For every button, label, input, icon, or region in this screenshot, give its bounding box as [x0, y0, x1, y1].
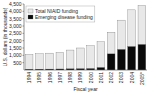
legend-frame [26, 6, 95, 22]
y-tick-label: 2,500 [9, 30, 22, 36]
legend: Total NIAID fundingEmerging disease fund… [26, 6, 95, 22]
y-tick-label: 3,500 [9, 16, 22, 22]
y-tick-label: 3,000 [9, 23, 22, 29]
bar [138, 5, 146, 70]
bar [128, 47, 136, 70]
y-tick [23, 26, 25, 27]
x-tick-label: 2001 [98, 72, 104, 83]
bar [25, 54, 33, 70]
bar [97, 68, 105, 70]
y-tick [23, 4, 25, 5]
y-tick [23, 18, 25, 19]
legend-swatch [28, 15, 33, 19]
x-axis [24, 70, 147, 71]
bar [87, 46, 95, 70]
bar [118, 20, 126, 70]
bar [46, 53, 54, 70]
y-tick [23, 48, 25, 49]
y-tick-label: 4,500 [9, 1, 22, 7]
legend-label: Emerging disease funding [35, 14, 93, 20]
y-tick-label: 1,000 [9, 52, 22, 58]
x-tick-label: 1996 [47, 72, 53, 83]
chart: 500 1,0001,5002,000 2,5003,0003,500 4,0004,… [0, 0, 150, 92]
x-tick-label: 2003 [118, 72, 124, 83]
x-tick-label: 1995 [36, 72, 42, 83]
y-axis-label: U.S. dollars (in thousands) [2, 7, 8, 66]
bar [107, 54, 115, 70]
y-tick [23, 11, 25, 12]
x-tick-label: 1998 [67, 72, 73, 83]
x-tick-label: 2000 [88, 72, 94, 83]
y-tick-label: 500 [13, 60, 22, 66]
y-tick [23, 40, 25, 41]
x-tick-label: 1994 [26, 72, 32, 83]
y-tick [23, 55, 25, 56]
y-tick-label: 4,000 [9, 8, 22, 14]
bar [66, 50, 74, 70]
bar [97, 42, 105, 70]
bar [138, 44, 146, 70]
bar [77, 48, 85, 70]
x-tick-label: 2002 [108, 72, 114, 83]
x-tick-label: 1999 [77, 72, 83, 83]
y-tick [23, 62, 25, 63]
bar [56, 52, 64, 70]
x-tick-label: 1997 [57, 72, 63, 83]
bar [107, 32, 115, 70]
y-tick [23, 33, 25, 34]
legend-swatch [28, 9, 33, 13]
bar [36, 54, 44, 70]
bar [128, 10, 136, 70]
y-axis [24, 4, 25, 70]
x-tick-label: 2004 [129, 72, 135, 83]
y-tick-label: 1,500 [9, 45, 22, 51]
x-axis-label: Fiscal year [73, 86, 98, 92]
x-tick-label: 2005* [139, 72, 145, 85]
y-tick-label: 2,000 [9, 38, 22, 44]
bars [25, 5, 145, 70]
bar [118, 49, 126, 70]
